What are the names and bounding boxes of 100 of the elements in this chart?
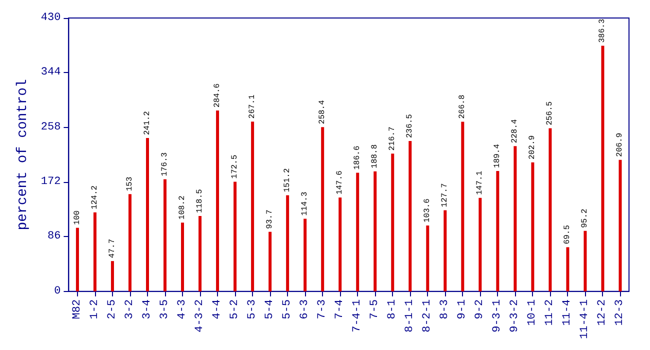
- data-label: 47.7: [108, 238, 117, 258]
- bar: [444, 210, 447, 292]
- x-tick-label: 2-5: [106, 299, 118, 320]
- x-tick-label: 5-3: [246, 299, 259, 320]
- data-label: 93.7: [266, 209, 275, 229]
- x-tick-label: 9-3-2: [509, 299, 522, 332]
- y-tick-label: 258: [40, 121, 61, 134]
- x-tick-label: 3-5: [159, 299, 172, 320]
- x-tick-label: 5-4: [264, 299, 276, 320]
- data-label: 266.8: [458, 94, 468, 119]
- bar: [601, 46, 604, 292]
- y-axis-title: percent of control: [15, 79, 31, 230]
- bar: [76, 228, 79, 292]
- x-tick-label: 12-3: [614, 299, 626, 326]
- data-label: 241.2: [142, 110, 152, 136]
- bar: [374, 171, 377, 292]
- bar: [548, 128, 552, 292]
- x-tick-label: 3-2: [124, 299, 136, 320]
- x-tick-label: 4-4: [212, 299, 224, 320]
- bar: [234, 182, 237, 292]
- data-label: 258.4: [318, 100, 328, 124]
- x-tick-label: 1-2: [88, 299, 101, 320]
- bar: [408, 141, 412, 292]
- x-tick-label: 5-2: [229, 299, 242, 320]
- x-tick-label: 7-4-1: [352, 299, 364, 332]
- data-label: 153: [125, 176, 134, 192]
- x-tick-label: 4-3: [176, 299, 189, 320]
- bar: [251, 122, 254, 292]
- bar: [478, 198, 482, 292]
- data-label: 267.1: [248, 94, 258, 119]
- bar: [268, 232, 272, 292]
- data-label: 151.2: [283, 168, 292, 192]
- x-tick-label: 9-1: [456, 299, 469, 320]
- x-tick-label: 3-4: [141, 299, 154, 320]
- bar: [110, 261, 114, 292]
- bar: [321, 127, 324, 292]
- data-label: 256.5: [546, 101, 555, 126]
- bar: [356, 172, 360, 292]
- data-label: 206.9: [616, 132, 625, 157]
- x-tick-label: M82: [71, 299, 84, 320]
- data-label: 100: [72, 210, 82, 225]
- data-label: 127.7: [440, 183, 450, 208]
- x-tick-label: 7-5: [369, 299, 382, 320]
- data-label: 228.4: [510, 118, 520, 144]
- bar: [496, 170, 500, 292]
- y-tick-label: 344: [40, 66, 62, 79]
- x-tick-label: 4-3-2: [194, 299, 206, 332]
- bar: [181, 222, 184, 292]
- bar: [216, 110, 220, 292]
- x-tick-label: 8-1-1: [404, 299, 416, 332]
- data-label: 118.5: [196, 188, 205, 214]
- bar: [164, 179, 167, 292]
- data-label: 236.5: [406, 114, 415, 138]
- x-tick-label: 12-2: [596, 299, 609, 326]
- x-tick-label: 9-3-1: [492, 299, 504, 332]
- bar: [146, 138, 149, 292]
- data-label: 95.2: [580, 208, 590, 228]
- bar: [461, 122, 464, 292]
- bar: [198, 216, 202, 292]
- data-label: 386.3: [598, 18, 608, 43]
- x-tick-label: 5-5: [282, 299, 294, 320]
- data-label: 108.2: [178, 195, 188, 220]
- bar: [304, 218, 307, 292]
- bar: [391, 154, 394, 292]
- x-tick-label: 7-3: [316, 299, 329, 320]
- data-label: 69.5: [563, 224, 572, 244]
- x-tick-label: 8-3: [439, 299, 452, 320]
- x-tick-label: 11-4: [562, 298, 574, 326]
- data-label: 172.5: [230, 154, 240, 179]
- data-label: 147.1: [476, 170, 485, 195]
- bar: [426, 226, 430, 292]
- bar: [338, 198, 342, 292]
- data-label: 189.4: [493, 144, 502, 168]
- data-label: 176.3: [160, 152, 170, 176]
- x-tick-label: 7-4: [334, 299, 346, 320]
- y-tick-label: 430: [40, 12, 61, 24]
- bar: [286, 195, 290, 292]
- data-label: 186.6: [353, 146, 362, 170]
- x-tick-label: 9-2: [474, 299, 486, 320]
- bar: [584, 230, 587, 292]
- data-label: 114.3: [300, 192, 310, 216]
- data-label: 284.6: [213, 83, 222, 108]
- bar: [566, 247, 570, 292]
- data-label: 147.6: [336, 170, 345, 195]
- y-tick-label: 0: [54, 285, 61, 298]
- bar: [93, 212, 96, 292]
- data-label: 188.8: [370, 144, 380, 168]
- x-tick-label: 6-3: [299, 299, 312, 320]
- x-tick-label: 11-2: [544, 299, 556, 326]
- data-label: 216.7: [388, 126, 398, 151]
- y-tick-label: 86: [48, 230, 61, 243]
- data-label: 124.2: [90, 185, 100, 210]
- x-tick-label: 10-1: [526, 298, 539, 326]
- bar: [128, 194, 132, 292]
- data-label: 103.6: [423, 198, 432, 223]
- data-label: 202.9: [528, 135, 538, 160]
- x-tick-label: 8-2-1: [422, 299, 434, 332]
- x-tick-label: 11-4-1: [579, 299, 592, 340]
- y-tick-label: 172: [40, 176, 61, 188]
- bar: [531, 162, 534, 292]
